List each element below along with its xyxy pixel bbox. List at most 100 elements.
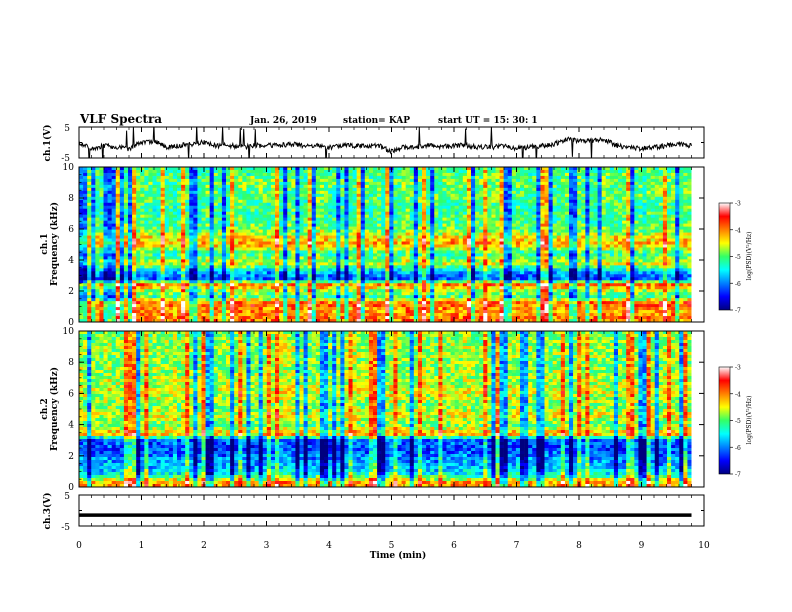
spectrogram-cell (417, 175, 423, 180)
spectrogram-cell (454, 193, 460, 198)
spectrogram-cell (532, 187, 537, 192)
spectrogram-cell (381, 223, 386, 227)
spectrogram-cell (560, 235, 566, 239)
spectrogram-cell (650, 190, 656, 195)
spectrogram-cell (622, 196, 627, 201)
spectrogram-cell (507, 220, 513, 224)
spectrogram-cell (368, 205, 374, 210)
spectrogram-cell (262, 250, 268, 254)
spectrogram-cell (373, 232, 378, 236)
spectrogram-cell (548, 226, 553, 230)
spectrogram-cell (83, 235, 88, 239)
spectrogram-cell (446, 232, 451, 236)
spectrogram-cell (344, 241, 349, 245)
spectrogram-cell (687, 211, 692, 215)
spectrogram-cell (524, 205, 529, 210)
spectrogram-cell (303, 211, 308, 215)
spectrogram-cell (609, 253, 615, 257)
spectrogram-cell (577, 223, 582, 227)
spectrogram-cell (360, 229, 366, 233)
spectrogram-cell (483, 172, 488, 177)
spectrogram-cell (270, 190, 276, 195)
spectrogram-cell (328, 199, 333, 204)
spectrogram-cell (417, 223, 423, 227)
spectrogram-cell (520, 202, 525, 207)
spectrogram-cell (597, 175, 602, 180)
spectrogram-cell (511, 172, 517, 177)
spectrogram-cell (442, 211, 447, 215)
spectrogram-cell (144, 190, 149, 195)
spectrogram-cell (258, 259, 264, 263)
spectrogram-cell (466, 193, 472, 198)
spectrogram-cell (238, 190, 243, 195)
spectrogram-cell (381, 244, 386, 248)
spectrogram-cell (319, 217, 325, 221)
spectrogram-cell (336, 211, 341, 215)
spectrogram-cell (422, 211, 427, 215)
spectrogram-cell (79, 256, 84, 260)
spectrogram-cell (577, 181, 582, 186)
spectrogram-cell (650, 199, 656, 204)
spectrogram-cell (221, 247, 227, 251)
spectrogram-cell (103, 167, 108, 171)
spectrogram-cell (401, 247, 406, 251)
spectrogram-cell (119, 241, 125, 245)
spectrogram-cell (556, 214, 562, 218)
spectrogram-cell (270, 181, 276, 186)
spectrogram-cell (344, 232, 349, 236)
spectrogram-cell (156, 238, 161, 242)
spectrogram-cell (642, 259, 647, 263)
spectrogram-cell (422, 178, 427, 183)
spectrogram-cell (585, 205, 590, 210)
spectrogram-cell (348, 205, 353, 210)
spectrogram-cell (156, 214, 161, 218)
spectrogram-cell (315, 262, 321, 266)
spectrogram-cell (115, 235, 121, 239)
spectrogram-cell (593, 262, 598, 266)
spectrogram-cell (242, 220, 247, 224)
spectrogram-cell (450, 175, 455, 180)
spectrogram-cell (132, 241, 137, 245)
spectrogram-cell (287, 247, 292, 251)
spectrogram-cell (618, 238, 623, 242)
spectrogram-cell (626, 181, 631, 186)
spectrogram-cell (450, 172, 455, 177)
spectrogram-cell (79, 262, 84, 266)
spectrogram-cell (536, 202, 541, 207)
spectrogram-cell (397, 181, 402, 186)
spectrogram-cell (630, 205, 635, 210)
spectrogram-cell (311, 190, 317, 195)
spectrogram-cell (675, 196, 680, 201)
spectrogram-cell (687, 250, 692, 254)
spectrogram-cell (466, 217, 472, 221)
spectrogram-cell (95, 262, 100, 266)
spectrogram-cell (164, 247, 170, 251)
spectrogram-cell (515, 184, 521, 189)
spectrogram-cell (140, 238, 145, 242)
spectrogram-cell (475, 190, 480, 195)
spectrogram-cell (242, 235, 247, 239)
spectrogram-cell (107, 205, 112, 210)
spectrogram-cell (340, 187, 345, 192)
spectrogram-cell (569, 229, 574, 233)
spectrogram-cell (654, 208, 660, 213)
spectrogram-cell (491, 226, 496, 230)
spectrogram-cell (221, 220, 227, 224)
spectrogram-cell (303, 214, 308, 218)
spectrogram-cell (368, 167, 374, 171)
spectrogram-cell (417, 199, 423, 204)
spectrogram-cell (319, 196, 325, 201)
spectrogram-cell (401, 241, 406, 245)
spectrogram-cell (373, 247, 378, 251)
spectrogram-cell (197, 244, 202, 248)
spectrogram-cell (520, 190, 525, 195)
spectrogram-cell (79, 217, 84, 221)
spectrogram-cell (238, 247, 243, 251)
spectrogram-cell (540, 193, 545, 198)
spectrogram-cell (311, 220, 317, 224)
spectrogram-cell (221, 196, 227, 201)
spectrogram-cell (548, 259, 553, 263)
spectrogram-cell (581, 175, 586, 180)
spectrogram-cell (364, 250, 370, 254)
spectrogram-cell (193, 235, 198, 239)
